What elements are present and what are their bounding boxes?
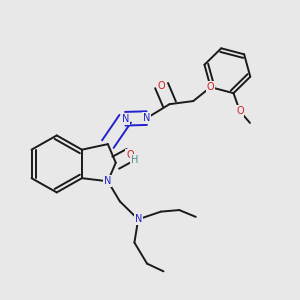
Text: N: N <box>104 176 112 186</box>
Text: N: N <box>122 114 129 124</box>
Text: O: O <box>126 150 134 160</box>
Text: N: N <box>143 113 150 123</box>
Text: H: H <box>131 155 138 165</box>
Text: O: O <box>207 82 214 92</box>
Text: O: O <box>158 81 165 91</box>
Text: N: N <box>134 214 142 224</box>
Text: O: O <box>236 106 244 116</box>
